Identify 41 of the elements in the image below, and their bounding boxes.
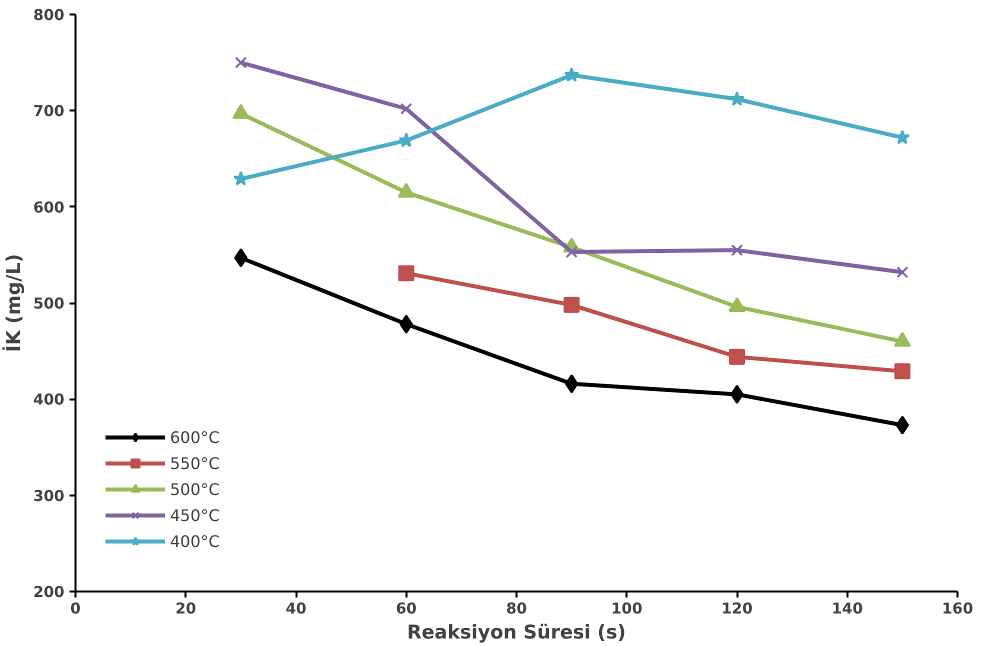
point [896,416,910,435]
y-tick-label: 400 [33,390,64,409]
x-tick-label: 80 [506,600,527,618]
point [398,265,414,282]
point [731,244,743,256]
point [894,130,910,144]
y-tick-label: 800 [33,6,64,24]
point [398,132,414,148]
x-tick-label: 20 [175,600,196,618]
y-tick-label: 200 [33,583,64,601]
point [564,296,580,313]
y-tick-label: 700 [33,102,64,120]
legend-label: 600°C [170,428,220,446]
point [896,266,908,278]
x-tick-label: 160 [942,600,974,618]
x-tick-label: 100 [611,600,642,618]
legend-label: 450°C [170,506,220,524]
y-tick-label: 600 [33,198,64,216]
point [729,348,745,365]
y-tick-label: 300 [33,486,64,505]
x-axis-title: Reaksiyon Süresi (s) [407,622,626,644]
point [564,374,578,394]
point [730,384,744,404]
point [564,67,580,82]
x-tick-label: 40 [286,600,306,618]
point [566,246,578,258]
point [233,170,249,186]
x-tick-label: 60 [396,600,417,618]
y-axis-title: İK (mg/L) [2,254,26,352]
point [234,248,248,268]
legend-label: 500°C [170,480,220,498]
y-tick-label: 500 [33,294,64,312]
x-tick-label: 0 [70,600,81,618]
x-tick-label: 120 [721,600,753,618]
legend-label: 400°C [170,532,220,550]
point [234,56,247,69]
point [729,91,745,106]
point [894,363,910,380]
x-tick-label: 140 [832,600,863,618]
legend-label: 550°C [170,454,220,472]
point [400,102,412,115]
